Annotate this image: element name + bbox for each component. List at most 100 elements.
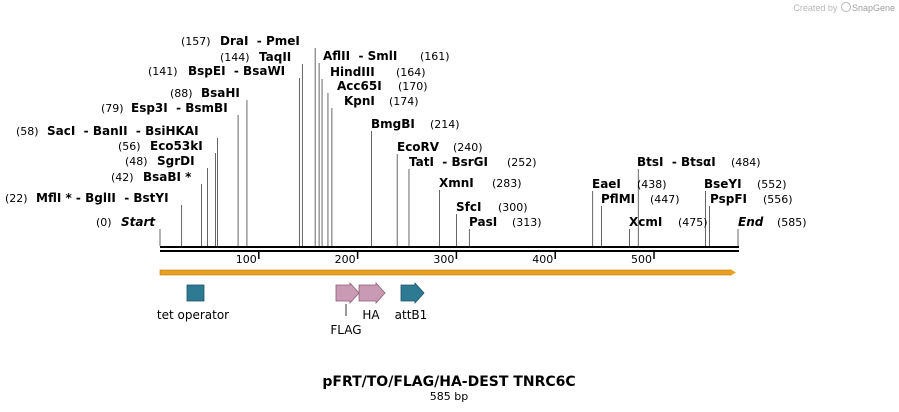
restriction-site[interactable]: (58) SacI - BanII - BsiHKAI (16, 124, 199, 138)
site-position: (48) (125, 155, 148, 168)
restriction-site[interactable]: (438) EaeI (592, 177, 667, 191)
restriction-site[interactable]: (585) End (738, 215, 807, 229)
ruler-tick-label: 300 (433, 253, 454, 266)
restriction-site[interactable]: (556) PspFI (710, 192, 793, 206)
site-position: (79) (101, 102, 124, 115)
site-position: (56) (118, 140, 141, 153)
watermark: Created by SnapGene (793, 2, 895, 13)
restriction-site[interactable]: (283) XmnI (439, 176, 522, 190)
site-name: TatI - BsrGI (409, 155, 488, 169)
site-position: (58) (16, 125, 39, 138)
restriction-site[interactable]: (48) SgrDI (125, 154, 195, 168)
restriction-site[interactable]: (240) EcoRV (397, 140, 483, 154)
restriction-site[interactable]: (42) BsaBI * (111, 170, 192, 184)
flag-arrow-icon (335, 281, 360, 305)
site-name: KpnI (344, 94, 375, 108)
site-position: (484) (731, 156, 761, 169)
site-position: (174) (389, 95, 419, 108)
site-name: BspEI - BsaWI (188, 64, 285, 78)
map-title: pFRT/TO/FLAG/HA-DEST TNRC6C (322, 374, 575, 390)
restriction-site[interactable]: (0) Start (96, 215, 156, 229)
map-length: 585 bp (430, 390, 468, 403)
restriction-site[interactable]: (164) HindIII (330, 65, 426, 79)
orf-bar-body (159, 269, 732, 276)
feature-flag[interactable]: FLAG (330, 281, 362, 337)
site-position: (313) (512, 216, 542, 229)
site-position: (0) (96, 216, 112, 229)
restriction-site[interactable]: (300) SfcI (456, 200, 528, 214)
site-name: AflII - SmlI (323, 49, 397, 63)
site-name: BsaHI (201, 86, 240, 100)
site-name: DraI - PmeI (220, 34, 300, 48)
site-position: (161) (420, 50, 450, 63)
site-position: (240) (453, 141, 483, 154)
site-name: BmgBI (371, 117, 415, 131)
site-position: (157) (181, 35, 211, 48)
orf-bar[interactable] (159, 269, 736, 276)
site-name: BsaBI * (143, 170, 192, 184)
site-position: (438) (637, 178, 667, 191)
site-name: Eco53kI (150, 139, 203, 153)
site-position: (170) (398, 80, 428, 93)
restriction-site[interactable]: (475) XcmI (629, 215, 708, 229)
restriction-site[interactable]: (56) Eco53kI (118, 139, 203, 153)
site-name: Start (121, 215, 156, 229)
site-position: (252) (507, 156, 537, 169)
site-name: BtsI - BtsαI (637, 155, 716, 169)
site-name: EcoRV (397, 140, 440, 154)
site-position: (214) (430, 118, 460, 131)
feature-label: FLAG (330, 323, 361, 337)
backbone-bottom-strand (160, 250, 739, 252)
site-name: BseYI (704, 177, 742, 191)
snapgene-logo-icon (840, 2, 851, 12)
restriction-site[interactable]: (252) TatI - BsrGI (409, 155, 537, 169)
tet-operator-box (186, 284, 205, 302)
site-position: (585) (777, 216, 807, 229)
watermark-brand: SnapGene (851, 3, 895, 13)
feature-tet-operator[interactable]: tet operator (157, 284, 229, 322)
restriction-site[interactable]: (144) TaqII (220, 50, 291, 64)
site-name: EaeI (592, 177, 621, 191)
feature-label: tet operator (157, 308, 229, 322)
site-position: (556) (763, 193, 793, 206)
feature-attb1[interactable]: attB1 (395, 281, 428, 322)
restriction-site[interactable]: (313) PasI (469, 215, 542, 229)
restriction-site[interactable]: (170) Acc65I (337, 79, 428, 93)
site-name: PflMI (601, 192, 635, 206)
restriction-site[interactable]: (79) Esp3I - BsmBI (101, 101, 228, 115)
site-position: (42) (111, 171, 134, 184)
restriction-site[interactable]: (88) BsaHI (170, 86, 240, 100)
site-name: XmnI (439, 176, 474, 190)
restriction-site[interactable]: (141) BspEI - BsaWI (148, 64, 285, 78)
restriction-site[interactable]: (214) BmgBI (371, 117, 460, 131)
site-name: SacI - BanII - BsiHKAI (47, 124, 199, 138)
site-position: (88) (170, 87, 193, 100)
site-position: (164) (396, 66, 426, 79)
site-position: (22) (5, 192, 28, 205)
restriction-site[interactable]: (484) BtsI - BtsαI (637, 155, 761, 169)
attb1-arrow-icon (400, 281, 425, 305)
orf-arrow-head-icon (730, 269, 736, 276)
restriction-site[interactable]: (174) KpnI (344, 94, 419, 108)
ha-arrow-icon (358, 281, 386, 305)
ruler-tick-label: 400 (532, 253, 553, 266)
feature-ha[interactable]: HA (358, 281, 386, 322)
ruler-ticks: 100 200 300 400 500 (236, 252, 655, 266)
site-name: TaqII (259, 50, 291, 64)
backbone-top-strand (160, 246, 739, 248)
site-position: (283) (492, 177, 522, 190)
restriction-site[interactable]: (552) BseYI (704, 177, 787, 191)
site-name: Acc65I (337, 79, 382, 93)
restriction-site[interactable]: (447) PflMI (601, 192, 680, 206)
site-name: HindIII (330, 65, 375, 79)
ruler-tick-label: 500 (631, 253, 652, 266)
restriction-site[interactable]: (161) AflII - SmlI (323, 49, 450, 63)
restriction-site[interactable]: (157) DraI - PmeI (181, 34, 300, 48)
site-name: Esp3I - BsmBI (131, 101, 228, 115)
feature-label: attB1 (395, 308, 428, 322)
restriction-site[interactable]: (22) MflI * - BglII - BstYI (5, 191, 169, 205)
site-position: (447) (650, 193, 680, 206)
watermark-prefix: Created by (793, 3, 838, 13)
site-labels: (0) Start (22) MflI * - BglII - BstYI (42) Bs… (5, 34, 807, 229)
